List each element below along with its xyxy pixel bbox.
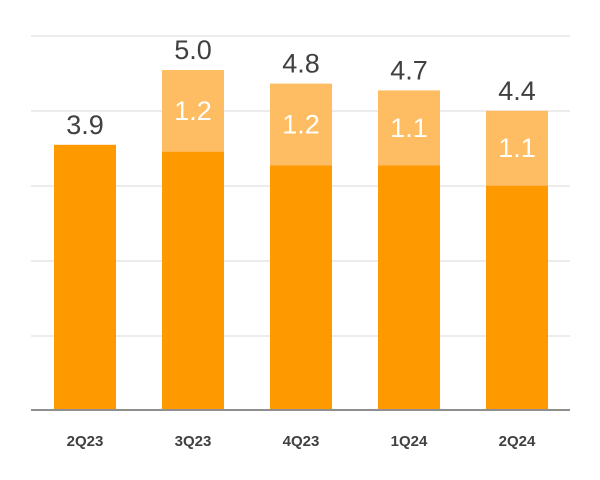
x-tick-label-2Q24: 2Q24	[499, 433, 536, 450]
total-label-1Q24: 4.7	[390, 55, 428, 85]
x-tick-label-1Q24: 1Q24	[391, 433, 428, 450]
bar-2Q24-segment-1	[486, 110, 548, 186]
total-label-3Q23: 5.0	[174, 35, 212, 65]
x-axis-tick-labels: 2Q23 3Q23 4Q23 1Q24 2Q24	[67, 433, 536, 450]
segment-label-2Q24: 1.1	[498, 133, 536, 163]
x-tick-label-3Q23: 3Q23	[175, 433, 212, 450]
segment-label-4Q23: 1.2	[282, 109, 320, 139]
bar-1Q24-segment-0	[378, 165, 440, 410]
bar-3Q23-segment-0	[162, 151, 224, 410]
bar-2Q23-segment-0	[54, 144, 116, 411]
total-label-2Q24: 4.4	[498, 76, 536, 106]
bar-2Q24-segment-0	[486, 185, 548, 410]
bar-1Q24-segment-1	[378, 90, 440, 166]
bars	[54, 70, 548, 411]
x-tick-label-4Q23: 4Q23	[283, 433, 320, 450]
segment-label-1Q24: 1.1	[390, 113, 428, 143]
segment-label-3Q23: 1.2	[174, 96, 212, 126]
bar-4Q23-segment-0	[270, 165, 332, 410]
x-tick-label-2Q23: 2Q23	[67, 433, 104, 450]
bar-4Q23-segment-1	[270, 83, 332, 166]
total-label-2Q23: 3.9	[66, 110, 104, 140]
total-label-4Q23: 4.8	[282, 49, 320, 79]
bar-3Q23-segment-1	[162, 70, 224, 152]
data-labels: 3.9 1.2 5.0 1.2 4.8 1.1 4.7 1.1 4.4	[66, 35, 536, 163]
